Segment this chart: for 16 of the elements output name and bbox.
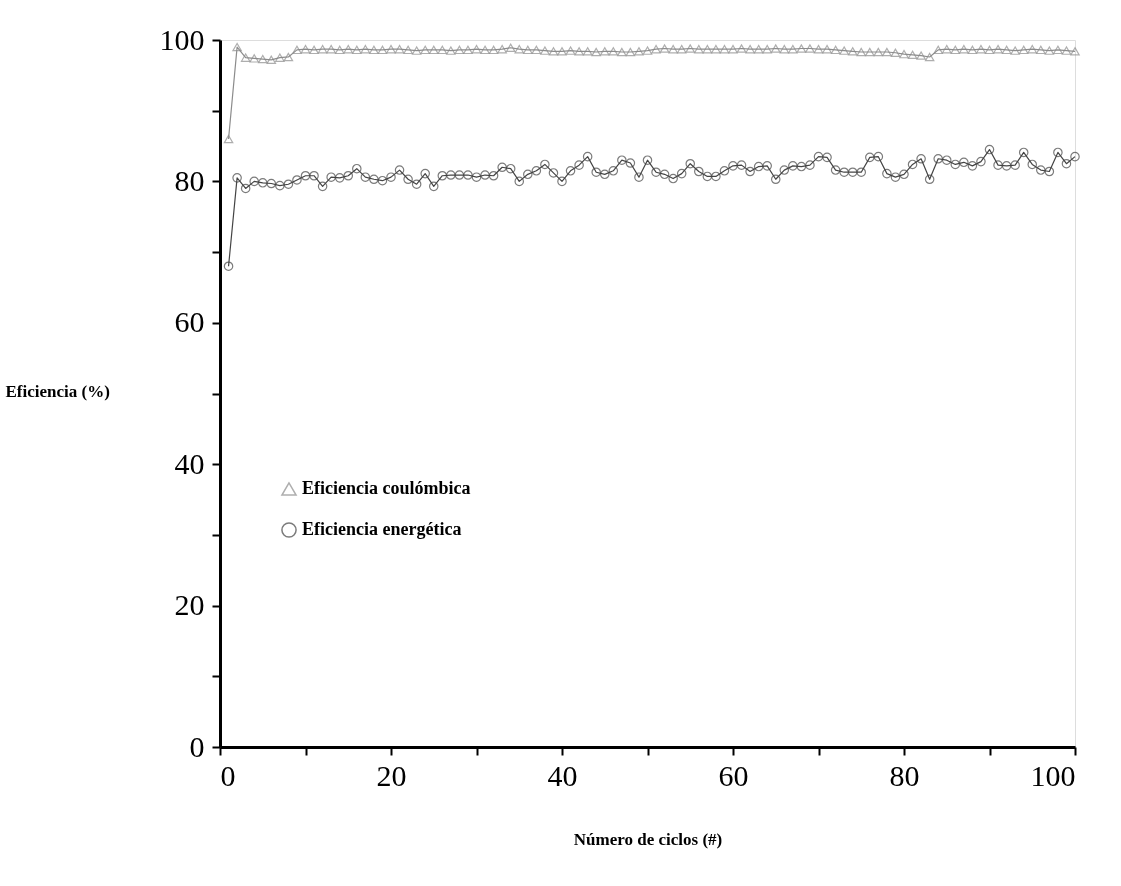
legend-label: Eficiencia energética: [302, 519, 462, 539]
y-tick-label: 60: [174, 305, 205, 339]
y-tick-label: 100: [159, 22, 205, 56]
x-tick-label: 100: [1030, 758, 1076, 792]
legend-label: Eficiencia coulómbica: [302, 478, 471, 498]
x-tick-label: 40: [547, 758, 578, 792]
x-axis-title: Número de ciclos (#): [573, 829, 723, 849]
y-axis-title: Eficiencia (%): [5, 381, 110, 401]
x-tick-label: 0: [220, 758, 236, 792]
y-tick-label: 0: [189, 729, 205, 763]
x-tick-label: 60: [718, 758, 749, 792]
y-tick-label: 80: [174, 163, 205, 197]
x-tick-label: 80: [889, 758, 920, 792]
y-tick-label: 20: [174, 588, 205, 622]
y-tick-label: 40: [174, 446, 205, 480]
x-tick-label: 20: [376, 758, 407, 792]
